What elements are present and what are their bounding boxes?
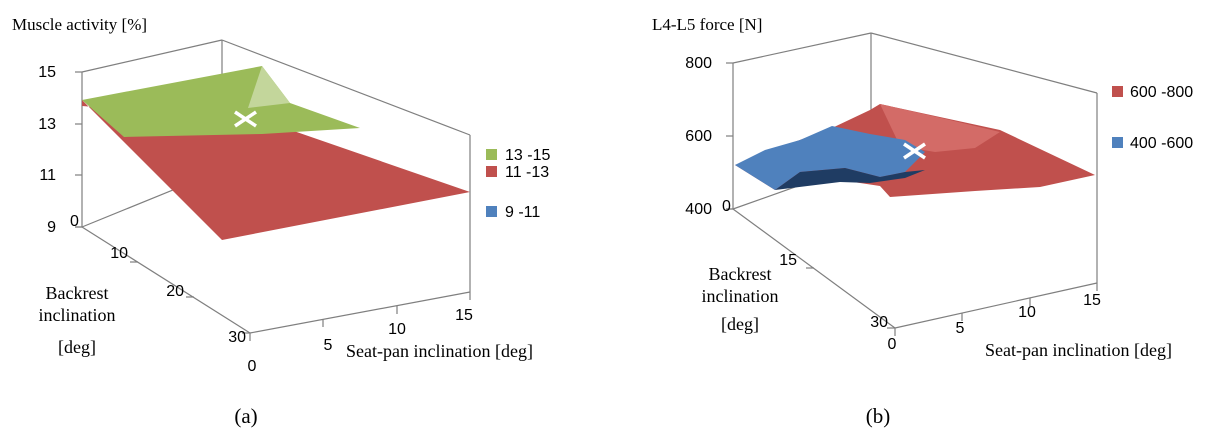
chart-a-zlabel: Muscle activity [%]	[12, 15, 147, 34]
chart-b-xlabel: Seat-pan inclination [deg]	[985, 340, 1172, 360]
chart-a-surface-13-15-highlight	[248, 66, 290, 108]
chart-a-x-tick-label: 5	[324, 337, 333, 354]
chart-a-legend-swatch	[486, 166, 497, 177]
chart-b-legend-swatch	[1112, 137, 1123, 148]
chart-a-y-tick-label: 0	[70, 213, 79, 230]
chart-b-y-ticks: 0 15 30	[722, 198, 895, 331]
chart-a-surface-13-15	[82, 66, 360, 137]
chart-b-x-ticks: 0 5 10 15	[888, 283, 1101, 353]
chart-a-x-tick-label: 15	[455, 307, 473, 324]
chart-b-surface-400-600-shadow	[775, 168, 925, 190]
chart-b: L4-L5 force [N] 800 600 400 0 15	[652, 15, 1193, 428]
chart-a-x-tick-label: 10	[388, 321, 406, 338]
chart-b-x-tick-label: 10	[1018, 304, 1036, 321]
chart-b-z-tick-label: 600	[685, 128, 712, 145]
chart-a-back-top-edge	[81, 39, 223, 73]
chart-a-legend-label: 13 -15	[505, 147, 550, 164]
chart-b-y-tick-label: 30	[870, 314, 888, 331]
chart-b-z-tick-label: 400	[685, 201, 712, 218]
chart-a-x-tick-label: 0	[248, 358, 257, 375]
chart-a-legend-swatch	[486, 206, 497, 217]
chart-a-y-tick-label: 10	[110, 245, 128, 262]
chart-b-back-top-edge	[732, 32, 872, 64]
chart-b-panel-label: (b)	[866, 404, 891, 428]
chart-b-x-tick-label: 5	[956, 320, 965, 337]
chart-a-y-ticks: 0 10 20 30	[70, 213, 250, 346]
chart-b-y-tick-label: 0	[722, 198, 731, 215]
chart-a-y-axis	[81, 226, 251, 334]
chart-a-z-tick-label: 11	[39, 167, 56, 184]
chart-a-y-tick-label: 20	[166, 283, 184, 300]
chart-a-x-ticks: 0 5 10 15	[248, 292, 473, 375]
chart-a-ylabel-line-2: inclination	[39, 305, 116, 325]
chart-a-z-tick-label: 9	[47, 219, 56, 236]
chart-a-legend-label: 11 -13	[505, 164, 549, 181]
chart-a: Muscle activity [%] 15 13 11 9	[12, 15, 550, 428]
chart-a-legend-swatch	[486, 149, 497, 160]
chart-b-zlabel: L4-L5 force [N]	[652, 15, 762, 34]
chart-b-marker-stroke-2	[903, 142, 926, 160]
chart-a-z-ticks: 15 13 11 9	[38, 64, 82, 236]
chart-b-legend-label: 400 -600	[1130, 135, 1193, 152]
chart-b-legend-swatch	[1112, 86, 1123, 97]
chart-b-z-tick-label: 800	[685, 55, 712, 72]
chart-b-x-axis	[894, 282, 1098, 329]
chart-a-ylabel-line-3: [deg]	[58, 337, 96, 357]
chart-b-ylabel-line-3: [deg]	[721, 314, 759, 334]
chart-a-z-tick-label: 15	[38, 64, 56, 81]
chart-a-right-top-edge	[221, 39, 471, 136]
chart-b-legend: 600 -800 400 -600	[1112, 84, 1193, 152]
chart-a-ylabel-line-1: Backrest	[46, 283, 109, 303]
chart-b-x-tick-label: 15	[1083, 292, 1101, 309]
chart-b-legend-label: 600 -800	[1130, 84, 1193, 101]
chart-a-z-tick-label: 13	[38, 116, 56, 133]
chart-b-z-ticks: 800 600 400	[685, 55, 733, 218]
chart-b-ylabel-line-1: Backrest	[709, 264, 772, 284]
chart-a-marker-stroke-2	[234, 110, 257, 128]
chart-a-panel-label: (a)	[234, 404, 257, 428]
chart-a-xlabel: Seat-pan inclination [deg]	[346, 341, 533, 361]
chart-b-y-tick-label: 15	[779, 252, 797, 269]
chart-b-surface-400-600	[735, 126, 925, 190]
chart-b-right-top-edge	[870, 32, 1098, 94]
chart-b-surface-600-800-highlight	[880, 104, 1000, 152]
chart-b-x-tick-label: 0	[888, 336, 897, 353]
chart-a-legend-label: 9 -11	[505, 204, 540, 221]
chart-b-ylabel-line-2: inclination	[702, 286, 779, 306]
chart-a-legend: 13 -15 11 -13 9 -11	[486, 147, 550, 221]
chart-a-y-tick-label: 30	[228, 329, 246, 346]
chart-a-x-axis	[249, 291, 471, 334]
